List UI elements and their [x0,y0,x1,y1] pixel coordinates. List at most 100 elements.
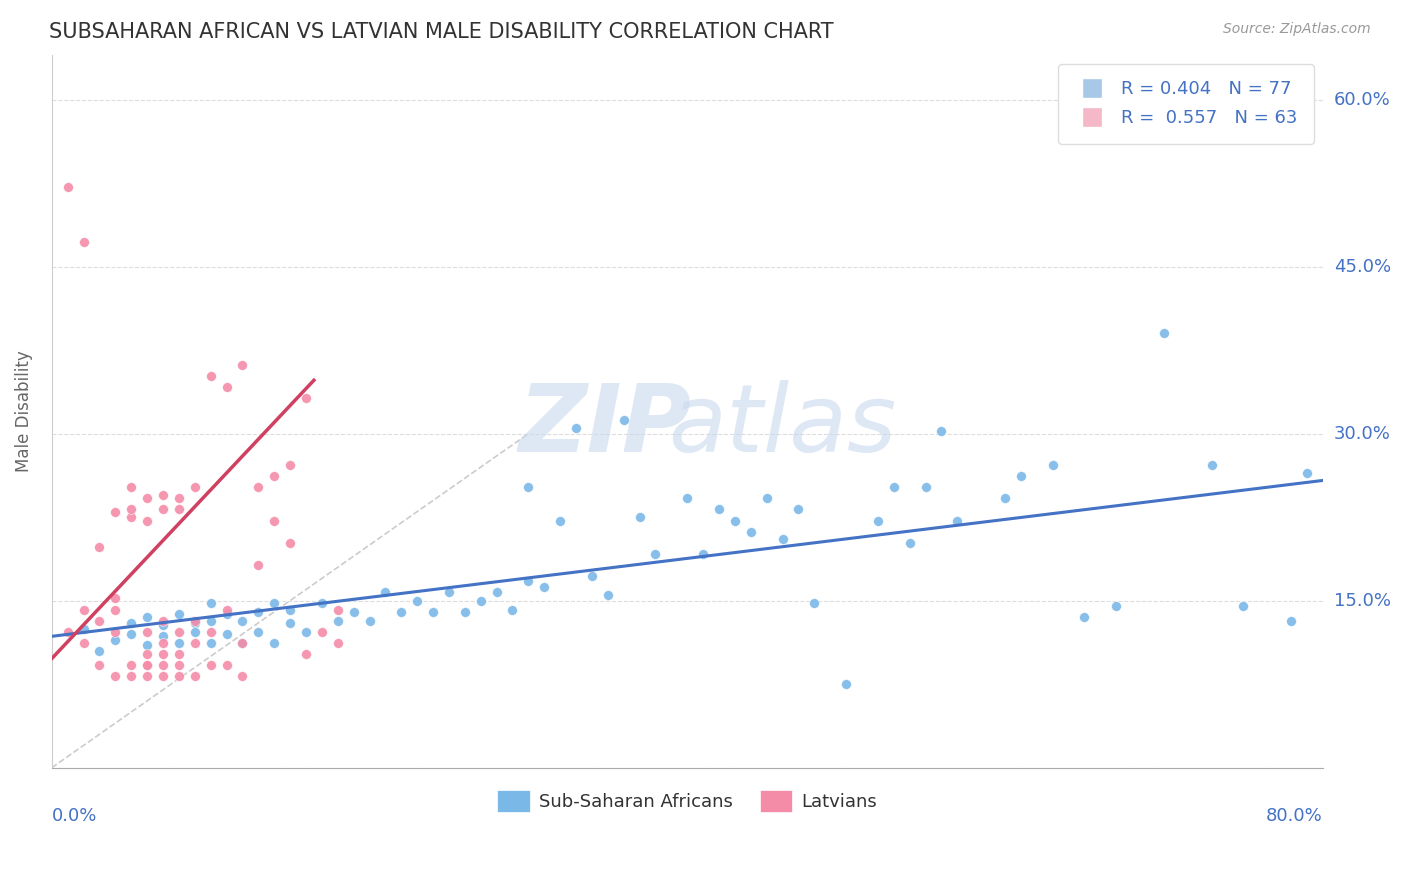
Point [247,558,270,572]
Point [231,636,253,650]
Point [72,235,94,250]
Point [1295,466,1317,480]
Point [120,627,142,641]
Point [676,491,699,506]
Legend: Sub-Saharan Africans, Latvians: Sub-Saharan Africans, Latvians [491,783,884,819]
Point [152,502,174,516]
Point [167,502,190,516]
Point [200,596,222,610]
Point [628,510,651,524]
Point [152,629,174,643]
Point [56,624,79,639]
Point [724,514,747,528]
Point [898,536,921,550]
Point [167,669,190,683]
Point [422,605,444,619]
Point [740,524,762,539]
Point [326,602,349,616]
Point [215,602,238,616]
Text: SUBSAHARAN AFRICAN VS LATVIAN MALE DISABILITY CORRELATION CHART: SUBSAHARAN AFRICAN VS LATVIAN MALE DISAB… [49,22,834,42]
Point [136,624,159,639]
Point [152,658,174,673]
Point [136,658,159,673]
Point [184,669,207,683]
Point [120,658,142,673]
Point [120,510,142,524]
Point [184,624,207,639]
Point [278,615,301,630]
Y-axis label: Male Disability: Male Disability [15,351,32,472]
Point [167,624,190,639]
Point [565,421,588,435]
Point [278,602,301,616]
Point [136,610,159,624]
Point [548,514,571,528]
Point [263,469,285,483]
Text: 30.0%: 30.0% [1334,425,1391,442]
Point [437,584,460,599]
Point [152,669,174,683]
Point [755,491,778,506]
Point [167,607,190,621]
Point [470,593,492,607]
Point [167,647,190,661]
Point [803,596,825,610]
Point [167,658,190,673]
Point [1153,326,1175,341]
Point [89,614,111,628]
Point [389,605,412,619]
Point [406,593,429,607]
Point [120,480,142,494]
Point [215,380,238,394]
Point [120,669,142,683]
Point [231,358,253,372]
Point [326,614,349,628]
Point [120,502,142,516]
Point [692,547,714,561]
Point [1042,458,1064,472]
Point [120,615,142,630]
Point [104,669,127,683]
Point [231,614,253,628]
Point [104,632,127,647]
Point [200,368,222,383]
Point [533,580,555,594]
Point [215,658,238,673]
Point [914,480,936,494]
Point [454,605,477,619]
Point [136,638,159,652]
Point [136,658,159,673]
Text: 80.0%: 80.0% [1265,807,1323,825]
Point [787,502,810,516]
Point [263,636,285,650]
Point [104,505,127,519]
Text: 15.0%: 15.0% [1334,591,1391,610]
Point [247,624,270,639]
Text: 60.0%: 60.0% [1334,91,1391,109]
Point [278,458,301,472]
Text: 45.0%: 45.0% [1334,258,1391,276]
Point [184,480,207,494]
Point [707,502,730,516]
Point [152,614,174,628]
Point [295,624,318,639]
Point [517,480,540,494]
Point [326,636,349,650]
Point [231,669,253,683]
Point [772,533,794,547]
Point [517,574,540,588]
Point [215,627,238,641]
Point [311,624,333,639]
Point [263,596,285,610]
Point [502,602,524,616]
Point [883,480,905,494]
Point [136,669,159,683]
Point [184,615,207,630]
Point [184,614,207,628]
Point [104,624,127,639]
Point [613,413,636,427]
Point [89,541,111,555]
Point [152,488,174,502]
Point [1279,614,1302,628]
Point [200,614,222,628]
